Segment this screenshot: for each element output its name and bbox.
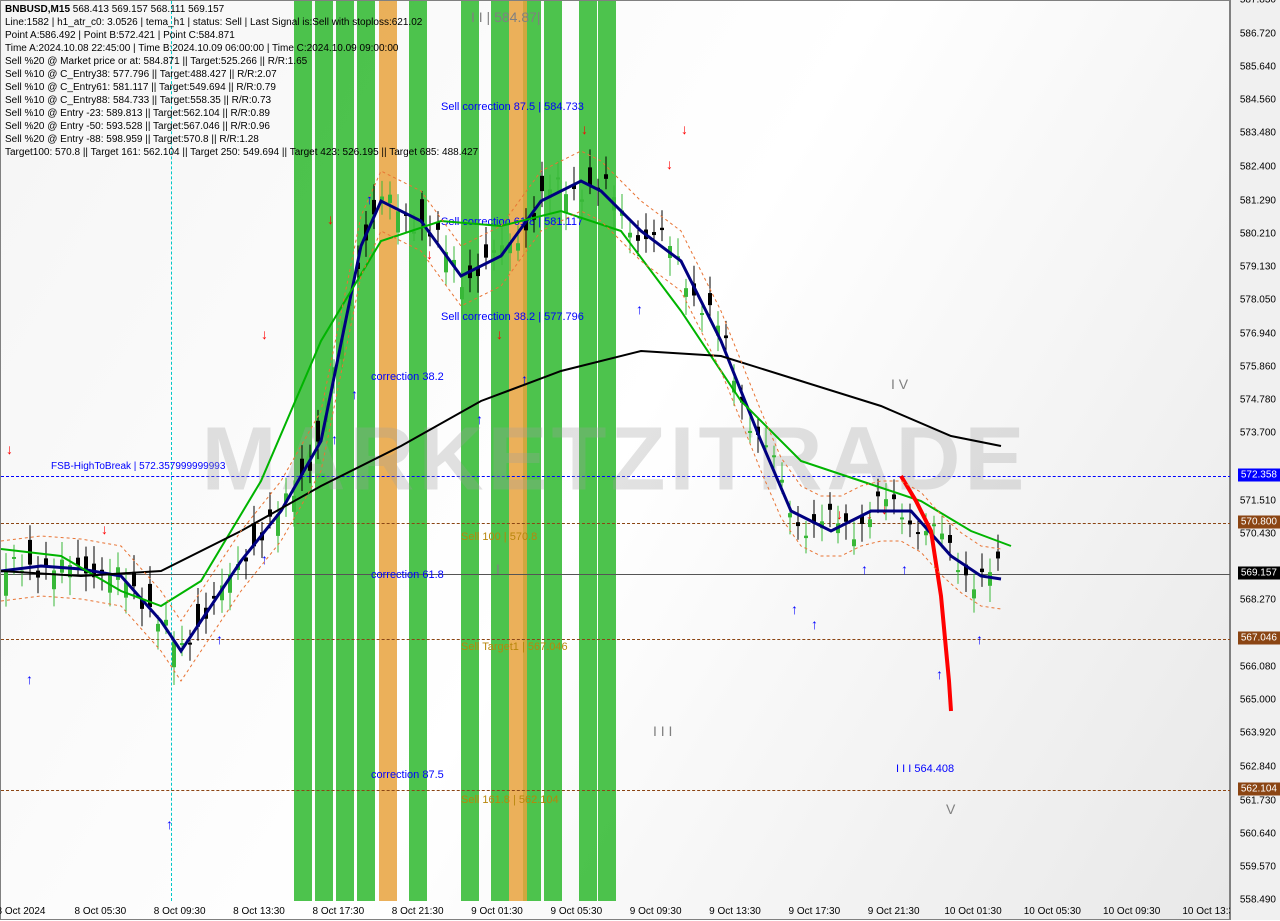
price-tag-sell_161: 562.104 xyxy=(1238,783,1280,796)
price-tag-sell_target1: 567.046 xyxy=(1238,631,1280,644)
info-line: Target100: 570.8 || Target 161: 562.104 … xyxy=(5,146,478,159)
y-tick: 565.000 xyxy=(1240,695,1276,706)
y-tick: 583.480 xyxy=(1240,128,1276,139)
y-tick: 561.730 xyxy=(1240,795,1276,806)
y-tick: 568.270 xyxy=(1240,595,1276,606)
y-tick: 563.920 xyxy=(1240,728,1276,739)
ma-line-black xyxy=(1,351,1001,576)
y-tick: 571.510 xyxy=(1240,495,1276,506)
info-line: Sell %10 @ C_Entry38: 577.796 || Target:… xyxy=(5,68,478,81)
info-line: Point A:586.492 | Point B:572.421 | Poin… xyxy=(5,29,478,42)
y-tick: 566.080 xyxy=(1240,662,1276,673)
y-tick: 578.050 xyxy=(1240,295,1276,306)
y-tick: 581.290 xyxy=(1240,195,1276,206)
y-tick: 562.840 xyxy=(1240,761,1276,772)
y-tick: 584.560 xyxy=(1240,95,1276,106)
y-tick: 576.940 xyxy=(1240,329,1276,340)
ma-line-green xyxy=(1,211,1011,606)
y-tick: 586.720 xyxy=(1240,29,1276,40)
chart-plot-area[interactable]: MARKETZITRADE I I | 584.87|Sell correcti… xyxy=(0,0,1230,920)
y-tick: 573.700 xyxy=(1240,428,1276,439)
y-tick: 575.860 xyxy=(1240,362,1276,373)
y-axis: 572.358 570.800 567.046 562.104 569.157 587.… xyxy=(1230,0,1280,920)
price-tag-sell100: 570.800 xyxy=(1238,516,1280,529)
info-line: Sell %20 @ Entry -88: 598.959 || Target:… xyxy=(5,133,478,146)
y-tick: 558.490 xyxy=(1240,895,1276,906)
price-tag-fsb_high: 572.358 xyxy=(1238,468,1280,481)
info-line: Sell %20 @ Market price or at: 584.871 |… xyxy=(5,55,478,68)
y-tick: 585.640 xyxy=(1240,62,1276,73)
price-tag-current: 569.157 xyxy=(1238,566,1280,579)
y-tick: 559.570 xyxy=(1240,861,1276,872)
info-line: Sell %20 @ Entry -50: 593.528 || Target:… xyxy=(5,120,478,133)
info-line: Line:1582 | h1_atr_c0: 3.0526 | tema_h1 … xyxy=(5,16,478,29)
ohlc-values: 568.413 569.157 568.111 569.157 xyxy=(73,4,224,15)
y-tick: 570.430 xyxy=(1240,528,1276,539)
info-line: Sell %10 @ C_Entry88: 584.733 || Target:… xyxy=(5,94,478,107)
y-tick: 560.640 xyxy=(1240,829,1276,840)
y-tick: 580.210 xyxy=(1240,228,1276,239)
y-tick: 579.130 xyxy=(1240,261,1276,272)
chart-info-panel: BNBUSD,M15 568.413 569.157 568.111 569.1… xyxy=(5,3,478,159)
info-line: Sell %10 @ Entry -23: 589.813 || Target:… xyxy=(5,107,478,120)
y-tick: 582.400 xyxy=(1240,161,1276,172)
symbol-label: BNBUSD,M15 xyxy=(5,4,70,15)
y-tick: 587.830 xyxy=(1240,0,1276,6)
info-line: Time A:2024.10.08 22:45:00 | Time B:2024… xyxy=(5,42,478,55)
y-tick: 574.780 xyxy=(1240,395,1276,406)
info-line: Sell %10 @ C_Entry61: 581.117 || Target:… xyxy=(5,81,478,94)
